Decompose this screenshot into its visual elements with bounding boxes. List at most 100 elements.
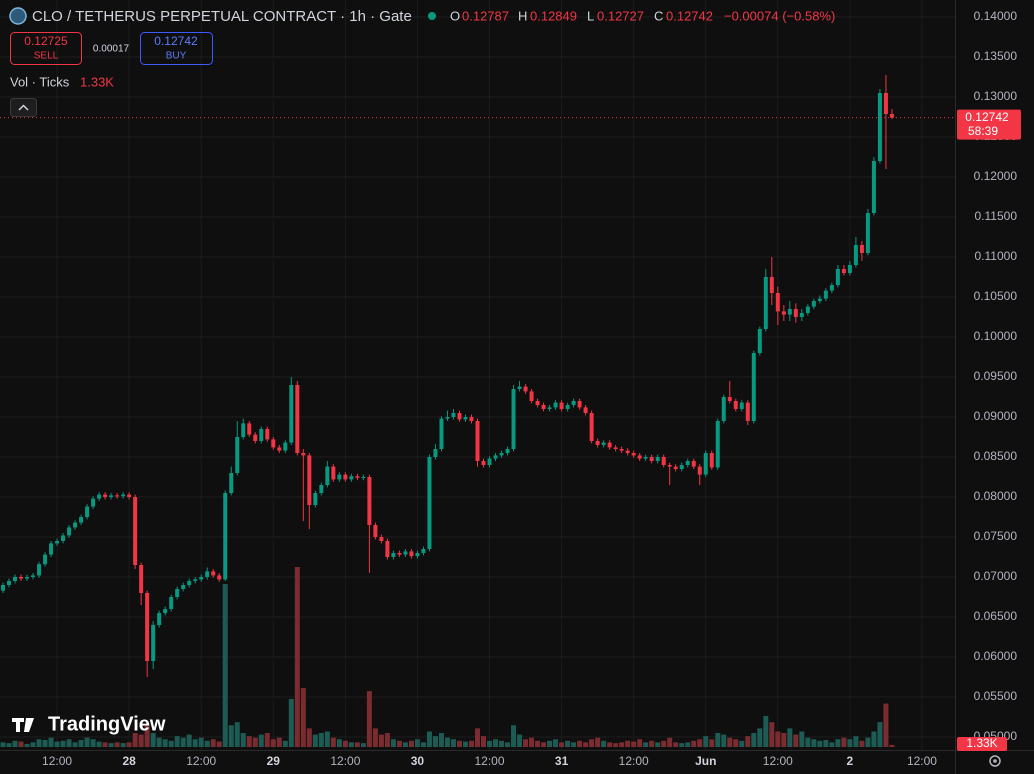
candle-body <box>547 407 552 409</box>
logo-text: TradingView <box>48 713 166 735</box>
buy-button[interactable] <box>140 32 213 65</box>
volume-bar <box>168 740 174 747</box>
candle-body <box>115 495 120 497</box>
candle-body <box>457 413 462 420</box>
settings-icon[interactable] <box>989 755 1001 767</box>
x-tick-label: Jun <box>695 754 716 768</box>
y-tick-label: 0.08500 <box>974 449 1018 463</box>
volume-bar <box>324 731 330 747</box>
volume-bar <box>312 734 318 747</box>
volume-bar <box>673 742 679 747</box>
candle-body <box>409 551 414 557</box>
logo-mark <box>12 718 34 732</box>
volume-bar <box>781 733 787 747</box>
ohlc-value: 0.12742 <box>666 8 713 23</box>
volume-bar <box>661 740 667 747</box>
y-tick-label: 0.13000 <box>974 89 1018 103</box>
candle-body <box>469 417 474 421</box>
volume-bar <box>685 742 691 747</box>
candle-body <box>169 597 174 609</box>
candle-body <box>7 581 12 585</box>
volume-bar <box>715 733 721 747</box>
volume-bar <box>763 715 769 747</box>
candle-body <box>67 527 72 536</box>
volume-bar <box>240 733 246 747</box>
candle-body <box>733 401 738 409</box>
candle-body <box>127 494 132 497</box>
candle-body <box>793 309 798 317</box>
candle-body <box>349 476 354 480</box>
y-tick-label: 0.06000 <box>974 649 1018 663</box>
volume-bar <box>889 744 895 747</box>
candle-body <box>583 407 588 413</box>
volume-bar <box>553 739 559 747</box>
volume-bar <box>456 740 462 747</box>
volume-bar <box>450 739 456 747</box>
candle-body <box>757 329 762 353</box>
candle-body <box>781 311 786 315</box>
volume-bar <box>78 740 84 747</box>
volume-bar <box>282 740 288 747</box>
volume-bar <box>775 731 781 747</box>
candle-body <box>145 593 150 661</box>
candle-body <box>415 553 420 557</box>
y-tick-label: 0.05500 <box>974 689 1018 703</box>
volume-bar <box>745 736 751 747</box>
volume-bar <box>444 737 450 747</box>
candle-body <box>763 277 768 329</box>
y-tick-label: 0.07000 <box>974 569 1018 583</box>
volume-title: Vol · Ticks <box>10 74 70 89</box>
market-status-dot <box>428 12 436 20</box>
sell-button[interactable] <box>10 32 82 65</box>
y-tick-label: 0.08000 <box>974 489 1018 503</box>
candle-body <box>97 494 102 499</box>
candle-body <box>811 301 816 307</box>
volume-bar <box>505 742 511 747</box>
x-tick-label: 30 <box>411 754 425 768</box>
collapse-button[interactable] <box>10 98 37 117</box>
candle-body <box>769 277 774 293</box>
volume-bar <box>565 740 571 747</box>
candle-body <box>553 402 558 408</box>
symbol-title[interactable]: CLO / TETHERUS PERPETUAL CONTRACT · 1h ·… <box>32 8 412 25</box>
volume-bar <box>120 743 126 747</box>
candle-body <box>607 442 612 448</box>
volume-bar <box>66 739 72 747</box>
candle-body <box>139 565 144 593</box>
candle-body <box>667 465 672 467</box>
volume-bar <box>270 739 276 747</box>
volume-bar <box>36 739 42 747</box>
candle-body <box>649 457 654 461</box>
volume-bar <box>342 740 348 747</box>
volume-bar <box>288 698 294 747</box>
volume-bar <box>667 737 673 747</box>
volume-bar <box>84 737 90 747</box>
candle-body <box>379 537 384 541</box>
volume-bar <box>487 740 493 747</box>
volume-bar <box>793 734 799 747</box>
candle-body <box>439 418 444 449</box>
volume-bar <box>366 691 372 747</box>
volume-bar <box>198 737 204 747</box>
candle-body <box>601 442 606 445</box>
candle-body <box>163 609 168 613</box>
candle-body <box>859 245 864 253</box>
volume-bar <box>691 740 697 747</box>
volume-bar <box>619 742 625 747</box>
candle-body <box>715 421 720 468</box>
volume-bar <box>384 733 390 747</box>
candle-body <box>739 402 744 409</box>
volume-bar <box>144 725 150 747</box>
volume-bar <box>60 740 66 747</box>
volume-value: 1.33K <box>80 74 114 89</box>
ohlc-letter: O <box>450 8 460 23</box>
candle-body <box>55 541 60 544</box>
volume-bar <box>108 743 114 747</box>
volume-bar <box>18 741 24 747</box>
candle-body <box>403 551 408 555</box>
volume-bar <box>138 734 144 747</box>
volume-bar <box>751 733 757 747</box>
candle-body <box>865 213 870 253</box>
sell-label: SELL <box>34 51 59 62</box>
volume-bar <box>258 734 264 747</box>
